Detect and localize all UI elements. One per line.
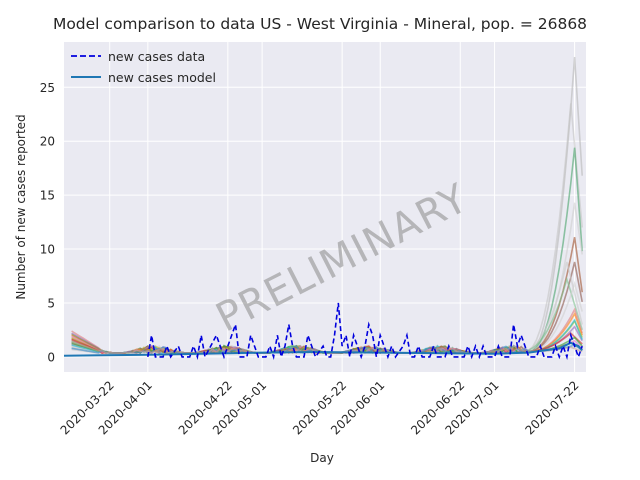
legend-label-data: new cases data [108, 49, 205, 64]
model-series-line [63, 341, 583, 357]
y-tick-label: 5 [47, 296, 55, 310]
series-lines [63, 302, 583, 361]
x-axis-label: Day [310, 451, 334, 465]
chart-title: Model comparison to data US - West Virgi… [53, 15, 587, 33]
legend-label-model: new cases model [108, 70, 216, 85]
y-tick-label: 0 [47, 350, 55, 364]
grid [64, 42, 586, 372]
y-tick-labels: 0 5 10 15 20 25 [40, 81, 55, 365]
legend: new cases data new cases model [71, 49, 216, 85]
x-tick-label: 2020-07-22 [522, 378, 581, 437]
data-series-line [147, 302, 583, 361]
y-tick-label: 15 [40, 189, 55, 203]
y-tick-label: 10 [40, 243, 55, 257]
y-tick-label: 20 [40, 135, 55, 149]
y-tick-label: 25 [40, 81, 55, 95]
y-axis-label: Number of new cases reported [14, 114, 28, 299]
plot-background [64, 42, 586, 372]
